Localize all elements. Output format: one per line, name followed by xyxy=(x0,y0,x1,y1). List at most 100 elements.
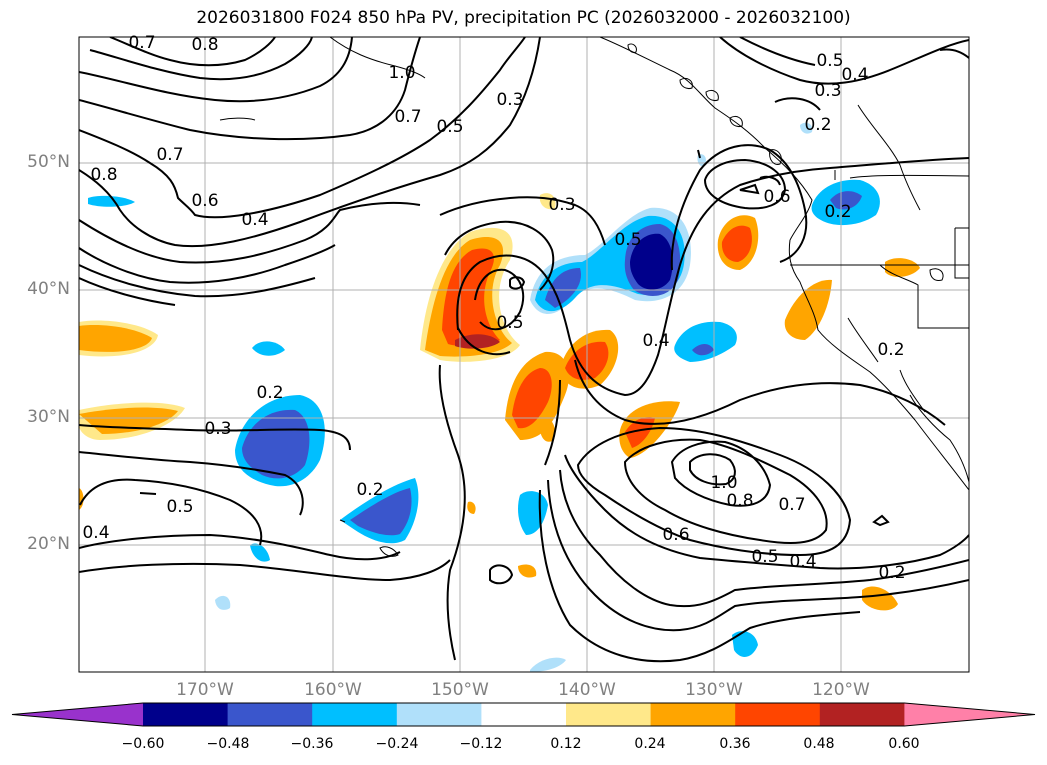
precip-positive-patch xyxy=(862,586,898,611)
gridlines xyxy=(79,37,969,672)
precip-negative-patch xyxy=(242,409,310,479)
contour-label: 0.4 xyxy=(789,552,816,572)
coastlines xyxy=(219,37,969,557)
lat-tick-label: 20°N xyxy=(27,534,70,554)
colorbar xyxy=(11,702,1036,727)
colorbar-segment xyxy=(481,703,567,726)
contour-label: 0.5 xyxy=(614,230,641,250)
contour-label: 0.8 xyxy=(726,491,753,511)
lat-tick-label: 40°N xyxy=(27,279,70,299)
colorbar-segment xyxy=(312,703,398,726)
precip-negative-patch xyxy=(530,657,566,672)
colorbar-tick-label: 0.36 xyxy=(719,736,751,752)
colorbar-tick-label: −0.24 xyxy=(375,736,419,752)
contour-label: 0.7 xyxy=(128,33,155,53)
colorbar-segment xyxy=(819,703,905,726)
map-title: 2026031800 F024 850 hPa PV, precipitatio… xyxy=(196,8,851,28)
colorbar-segment xyxy=(227,703,313,726)
contour-label: 0.3 xyxy=(204,419,231,439)
colorbar-segment xyxy=(735,703,821,726)
lon-tick-label: 120°W xyxy=(812,680,870,700)
lon-tick-label: 160°W xyxy=(304,680,362,700)
contour-labels: 0.7 0.8 1.0 0.7 0.5 0.3 0.5 0.4 0.3 0.2 … xyxy=(82,33,905,583)
lon-tick-label: 170°W xyxy=(176,680,234,700)
contour-label: 0.2 xyxy=(878,563,905,583)
precip-negative-patch xyxy=(518,491,548,535)
precip-positive-patch xyxy=(455,334,500,349)
contour-label: 0.7 xyxy=(394,107,421,127)
precip-negative-patch xyxy=(88,195,135,207)
contour-label: 0.6 xyxy=(662,525,689,545)
contour-label: 0.5 xyxy=(816,51,843,71)
precip-positive-patch xyxy=(79,325,152,352)
precip-positive-patch xyxy=(539,193,556,210)
precip-positive-patch xyxy=(721,225,752,262)
contour-label: 0.2 xyxy=(356,480,383,500)
precip-positive-patch xyxy=(784,279,832,340)
contour-label: 0.2 xyxy=(256,383,283,403)
contour-label: 0.5 xyxy=(436,117,463,137)
contour-label: 0.4 xyxy=(82,523,109,543)
precip-negative-patch xyxy=(732,631,758,657)
contour-label: 1.0 xyxy=(388,63,415,83)
contour-label: 0.8 xyxy=(90,165,117,185)
colorbar-tick-label: 0.12 xyxy=(550,736,582,752)
colorbar-tick-label: −0.36 xyxy=(290,736,334,752)
lon-tick-label: 130°W xyxy=(685,680,743,700)
colorbar-tick-label: −0.60 xyxy=(121,736,165,752)
precip-positive-patch xyxy=(518,564,537,578)
contour-label: 0.7 xyxy=(156,145,183,165)
contour-label: 0.4 xyxy=(642,331,669,351)
contour-label: 0.2 xyxy=(824,202,851,222)
contour-label: 0.3 xyxy=(814,81,841,101)
contour-label: 0.6 xyxy=(763,187,790,207)
contour-label: 0.6 xyxy=(191,191,218,211)
colorbar-tick-label: 0.60 xyxy=(888,736,920,752)
precip-positive-patch xyxy=(539,418,555,442)
precip-negative-patch xyxy=(630,233,673,290)
precip-positive-patch xyxy=(467,501,476,514)
colorbar-tick-label: −0.48 xyxy=(206,736,250,752)
lon-tick-label: 150°W xyxy=(431,680,489,700)
precip-negative-patch xyxy=(800,122,813,134)
precip-negative-patch xyxy=(250,543,270,562)
precip-positive-patch xyxy=(885,258,920,277)
contour-label: 0.5 xyxy=(166,497,193,517)
colorbar-segment xyxy=(566,703,652,726)
precip-negative-patch xyxy=(692,344,714,356)
contour-label: 0.3 xyxy=(548,195,575,215)
precip-negative-patch xyxy=(215,595,231,610)
colorbar-extend-left xyxy=(12,703,143,726)
colorbar-extend-right xyxy=(904,703,1035,726)
precip-shading xyxy=(79,122,920,672)
contour-label: 0.7 xyxy=(778,495,805,515)
precip-negative-patch xyxy=(674,321,737,362)
contour-label: 0.3 xyxy=(496,90,523,110)
contour-label: 1.0 xyxy=(710,473,737,493)
colorbar-tick-label: 0.48 xyxy=(803,736,835,752)
contour-label: 0.5 xyxy=(496,313,523,333)
precip-negative-patch xyxy=(350,488,412,536)
colorbar-segment xyxy=(143,703,229,726)
precip-negative-patch xyxy=(252,341,285,356)
precip-positive-patch xyxy=(512,368,552,429)
contour-label: 0.5 xyxy=(751,547,778,567)
colorbar-tick-label: 0.24 xyxy=(634,736,666,752)
contour-label: 0.8 xyxy=(191,35,218,55)
lat-tick-label: 50°N xyxy=(27,152,70,172)
precip-negative-patch xyxy=(830,191,862,210)
lat-tick-label: 30°N xyxy=(27,407,70,427)
lon-tick-label: 140°W xyxy=(558,680,616,700)
precip-negative-patch xyxy=(545,268,581,308)
colorbar-tick-label: −0.12 xyxy=(459,736,503,752)
colorbar-segment xyxy=(650,703,736,726)
colorbar-outline xyxy=(11,702,1036,727)
contour-label: 0.2 xyxy=(804,115,831,135)
contour-label: 0.4 xyxy=(241,210,268,230)
colorbar-segment xyxy=(396,703,482,726)
contour-label: 0.4 xyxy=(841,65,868,85)
precip-positive-patch xyxy=(625,417,655,448)
map-frame xyxy=(78,36,970,673)
pv-contours xyxy=(79,37,969,663)
